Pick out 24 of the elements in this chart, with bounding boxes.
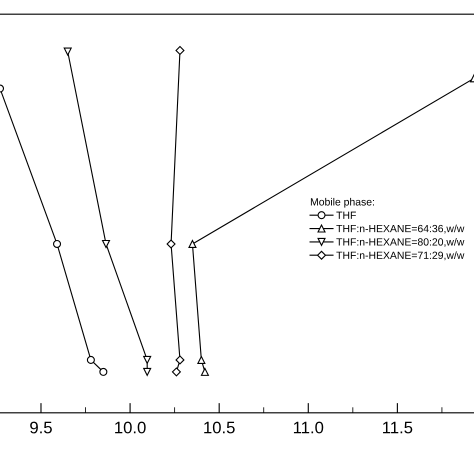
x-tick-label: 11.5 [383,422,412,434]
x-tick-label: 10.5 [204,422,235,434]
point [188,240,196,248]
point [102,240,110,248]
legend-label: THF:n-HEXANE=71:29,w/w [336,251,464,260]
legend-label: THF:n-HEXANE=64:36,w/w [336,224,464,234]
point [86,356,95,364]
x-tick-label: 9.5 [30,422,52,434]
legend-label: THF [336,212,356,219]
x-tick-label: 10.0 [115,422,146,434]
legend-label: THF:n-HEXANE=80:20,w/w [336,238,464,247]
point [172,367,181,376]
point [175,46,184,55]
x-tick-label: 11.0 [294,422,324,434]
point [99,368,108,376]
point [200,368,209,376]
point [64,48,72,56]
point [166,239,176,248]
point [143,356,152,364]
point [52,240,62,248]
point [143,368,152,376]
legend-title: Mobile phase: [310,198,374,208]
point [175,355,184,364]
point [197,356,206,364]
